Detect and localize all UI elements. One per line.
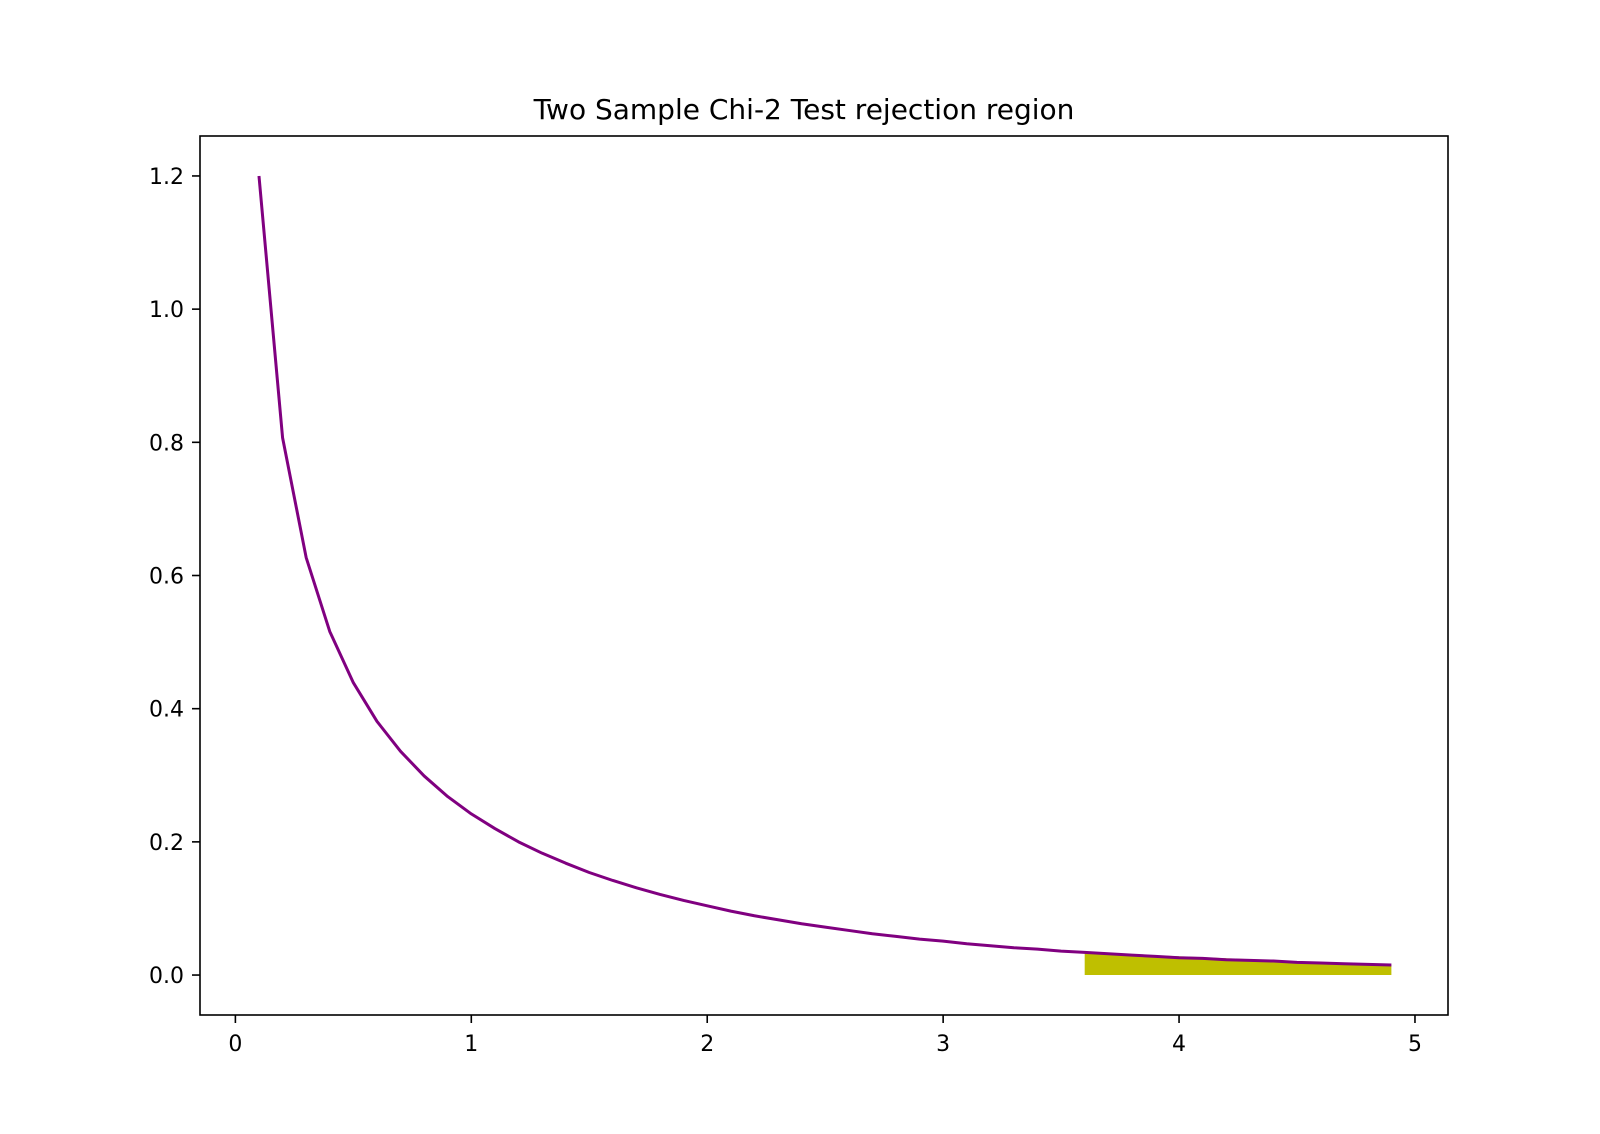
axes: 0 1 2 3 4 5 0.0 0.2 0.4 0.6 0.8 1.0 1.2 bbox=[149, 135, 1449, 1057]
series-line-0 bbox=[257, 175, 1392, 967]
y-tick-label: 0.2 bbox=[149, 831, 184, 856]
y-tick-label: 0.6 bbox=[149, 565, 184, 590]
chart-title: Two Sample Chi-2 Test rejection region bbox=[533, 93, 1075, 126]
y-tick-label: 0.0 bbox=[149, 964, 184, 989]
x-tick-label: 5 bbox=[1408, 1032, 1422, 1057]
y-tick-label: 1.2 bbox=[149, 165, 184, 190]
x-tick-label: 2 bbox=[700, 1032, 714, 1057]
y-tick-label: 1.0 bbox=[149, 298, 184, 323]
plot-area bbox=[257, 175, 1392, 976]
x-tick-label: 0 bbox=[228, 1032, 242, 1057]
y-tick-label: 0.8 bbox=[149, 431, 184, 456]
y-tick-label: 0.4 bbox=[149, 698, 184, 723]
x-tick-label: 4 bbox=[1172, 1032, 1186, 1057]
x-tick-label: 1 bbox=[464, 1032, 478, 1057]
x-tick-label: 3 bbox=[936, 1032, 950, 1057]
